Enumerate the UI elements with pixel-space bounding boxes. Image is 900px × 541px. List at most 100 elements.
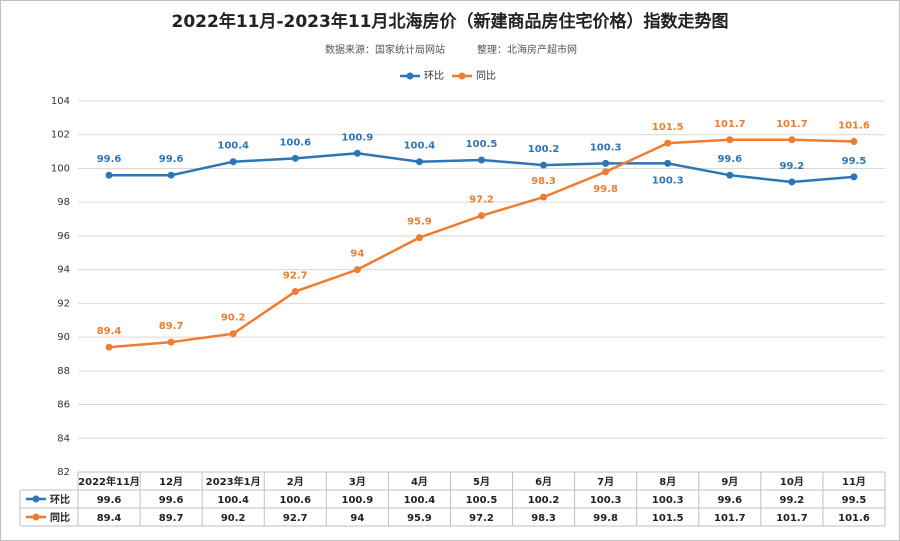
data-label: 100.5 [466, 139, 498, 150]
x-tick-label: 2023年1月 [206, 475, 261, 488]
data-label: 92.7 [283, 271, 308, 282]
table-value: 92.7 [283, 513, 308, 524]
y-tick-label: 100 [51, 163, 70, 174]
point [229, 158, 237, 166]
table-value: 100.4 [217, 495, 249, 506]
table-legend-marker [32, 513, 40, 521]
data-label: 100.6 [279, 137, 311, 148]
table-value: 98.3 [531, 513, 556, 524]
table-value: 99.8 [593, 513, 618, 524]
y-tick-label: 86 [57, 400, 70, 411]
data-label: 101.6 [838, 120, 870, 131]
data-label: 99.6 [159, 154, 184, 165]
x-tick-label: 12月 [159, 476, 183, 488]
data-label: 100.4 [404, 141, 436, 152]
data-label: 99.6 [97, 154, 122, 165]
point [353, 266, 361, 274]
table-value: 101.6 [838, 513, 870, 524]
table-value: 101.5 [652, 513, 684, 524]
table-row-label: 同比 [50, 511, 70, 524]
data-label: 99.5 [842, 156, 867, 167]
table-value: 100.2 [528, 495, 560, 506]
table-value: 100.4 [404, 495, 436, 506]
data-label: 100.2 [528, 144, 560, 155]
legend-marker [406, 72, 414, 80]
point [664, 139, 672, 147]
point [167, 338, 175, 346]
data-label: 100.3 [590, 142, 622, 153]
legend-label: 同比 [476, 70, 496, 82]
x-tick-label: 8月 [659, 476, 676, 488]
y-tick-label: 84 [57, 433, 70, 444]
table-value: 89.4 [97, 513, 122, 524]
data-label: 100.3 [652, 175, 684, 186]
x-tick-label: 5月 [473, 476, 490, 488]
table-value: 99.5 [842, 495, 867, 506]
point [167, 171, 175, 179]
data-label: 99.2 [780, 161, 805, 172]
point [415, 234, 423, 242]
data-label: 101.7 [776, 119, 808, 130]
y-tick-label: 92 [57, 298, 70, 309]
y-tick-label: 88 [57, 366, 70, 377]
table-value: 100.6 [279, 495, 311, 506]
table-value: 101.7 [776, 513, 808, 524]
point [850, 137, 858, 145]
point [478, 156, 485, 164]
table-value: 99.6 [717, 495, 742, 506]
point [726, 171, 734, 179]
point [291, 154, 299, 162]
data-label: 101.5 [652, 122, 684, 133]
point [105, 343, 113, 351]
table-value: 89.7 [159, 513, 184, 524]
table-value: 90.2 [221, 513, 246, 524]
table-value: 99.6 [97, 495, 122, 506]
point [726, 136, 734, 144]
y-tick-label: 102 [51, 130, 70, 141]
source: 数据来源：国家统计局网站 [325, 43, 445, 56]
x-tick-label: 10月 [780, 476, 804, 488]
point [540, 161, 548, 169]
point [850, 173, 858, 181]
table-value: 99.6 [159, 495, 184, 506]
table-value: 100.9 [342, 495, 374, 506]
chart-title: 2022年11月-2023年11月北海房价（新建商品房住宅价格）指数走势图 [172, 11, 729, 32]
y-tick-label: 90 [57, 332, 70, 343]
table-value: 99.2 [780, 495, 805, 506]
legend-label: 环比 [424, 70, 444, 82]
point [540, 193, 548, 201]
data-label: 97.2 [469, 195, 494, 206]
y-tick-label: 104 [51, 96, 70, 107]
y-tick-label: 96 [57, 231, 70, 242]
x-tick-label: 7月 [597, 476, 614, 488]
table-value: 100.5 [466, 495, 498, 506]
data-label: 99.8 [593, 184, 618, 195]
table-value: 100.3 [652, 495, 684, 506]
x-tick-label: 2022年11月 [78, 475, 140, 488]
compiler: 整理：北海房产超市网 [477, 43, 577, 56]
x-tick-label: 6月 [535, 476, 552, 488]
table-row-label: 环比 [50, 493, 70, 506]
table-legend-marker [32, 495, 40, 503]
data-label: 101.7 [714, 119, 746, 130]
point [788, 178, 796, 186]
x-tick-label: 3月 [349, 476, 366, 488]
data-label: 99.6 [717, 154, 742, 165]
x-tick-label: 2月 [287, 476, 304, 488]
data-label: 98.3 [531, 176, 556, 187]
data-label: 94 [350, 249, 364, 260]
point [105, 171, 113, 179]
table-value: 95.9 [407, 513, 432, 524]
point [664, 159, 672, 167]
point [478, 212, 485, 220]
table-value: 100.3 [590, 495, 622, 506]
data-label: 95.9 [407, 217, 432, 228]
data-label: 100.9 [342, 132, 374, 143]
data-label: 90.2 [221, 313, 246, 324]
x-tick-label: 4月 [411, 476, 428, 488]
point [353, 149, 361, 157]
legend-marker [458, 72, 466, 80]
y-tick-label: 94 [57, 265, 70, 276]
point [291, 288, 299, 296]
y-tick-label: 98 [57, 197, 70, 208]
